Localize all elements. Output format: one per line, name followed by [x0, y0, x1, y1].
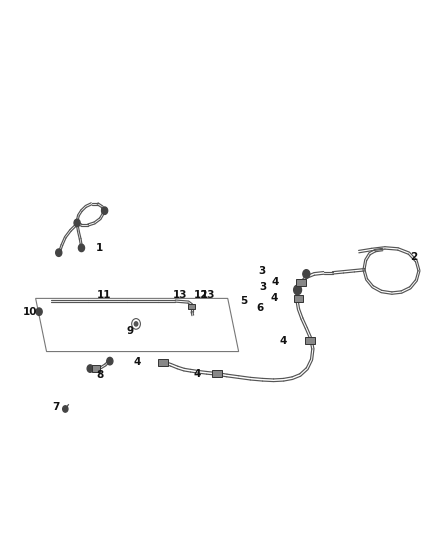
FancyBboxPatch shape	[92, 366, 100, 372]
Circle shape	[63, 406, 68, 412]
Text: 1: 1	[96, 244, 103, 253]
Circle shape	[293, 285, 301, 295]
Text: 13: 13	[173, 289, 187, 300]
FancyBboxPatch shape	[305, 337, 314, 344]
FancyBboxPatch shape	[293, 295, 303, 302]
Text: 4: 4	[272, 278, 279, 287]
FancyBboxPatch shape	[212, 370, 222, 377]
Circle shape	[87, 365, 93, 372]
Text: 13: 13	[201, 289, 215, 300]
Text: 11: 11	[97, 289, 111, 300]
Text: 4: 4	[270, 293, 277, 303]
Circle shape	[56, 249, 62, 256]
Circle shape	[303, 270, 310, 278]
Text: 3: 3	[258, 266, 265, 276]
Circle shape	[107, 358, 113, 365]
Text: 4: 4	[279, 336, 286, 346]
Text: 8: 8	[96, 370, 103, 381]
Text: 5: 5	[240, 296, 247, 306]
Circle shape	[102, 207, 108, 214]
Circle shape	[36, 308, 42, 316]
Text: 9: 9	[127, 326, 134, 336]
Text: 6: 6	[256, 303, 263, 313]
Text: 12: 12	[194, 289, 208, 300]
FancyBboxPatch shape	[296, 279, 306, 286]
Text: 4: 4	[194, 369, 201, 379]
Text: 2: 2	[410, 252, 417, 262]
Circle shape	[134, 322, 138, 326]
Text: 4: 4	[134, 357, 141, 367]
FancyBboxPatch shape	[188, 304, 195, 309]
Text: 7: 7	[52, 402, 60, 413]
Text: 3: 3	[259, 282, 266, 292]
Circle shape	[78, 244, 85, 252]
Text: 10: 10	[22, 306, 37, 317]
FancyBboxPatch shape	[158, 359, 168, 366]
Circle shape	[74, 219, 80, 227]
